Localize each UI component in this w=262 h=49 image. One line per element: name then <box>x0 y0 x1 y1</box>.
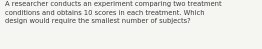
Text: A researcher conducts an experiment comparing two treatment
conditions and obtai: A researcher conducts an experiment comp… <box>5 1 221 24</box>
